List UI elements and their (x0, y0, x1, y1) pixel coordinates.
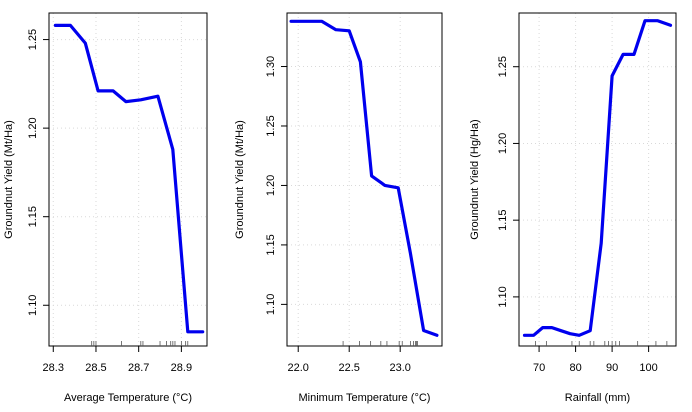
x-tick-label: 28.7 (128, 362, 149, 374)
x-axis-label: Minimum Temperature (°C) (299, 392, 431, 404)
y-tick-label: 1.20 (265, 175, 277, 196)
x-axis-label: Average Temperature (°C) (64, 392, 192, 404)
y-tick-label: 1.10 (265, 294, 277, 315)
y-tick-label: 1.10 (27, 295, 39, 316)
y-tick-label: 1.20 (497, 133, 509, 154)
y-axis-label: Groundnut Yield (Hg/Ha) (469, 119, 481, 239)
panel-3: 70 80 90 100 1.10 1.15 1.20 1.25 Rainfall (mm) Gr… (469, 12, 677, 404)
x-tick-label: 100 (639, 362, 657, 374)
y-tick-label: 1.15 (265, 234, 277, 255)
plot-frame (518, 12, 677, 347)
x-tick-label: 70 (533, 362, 545, 374)
y-tick-label: 1.25 (265, 115, 277, 136)
y-axis-label: Groundnut Yield (Mt/Ha) (3, 120, 15, 239)
panel-1: 28.3 28.5 28.7 28.9 1.10 1.15 1.20 1.25 Average … (3, 12, 208, 404)
plot-frame (48, 12, 208, 347)
x-tick-label: 22.5 (338, 362, 359, 374)
y-tick-label: 1.25 (497, 56, 509, 77)
x-axis-label: Rainfall (mm) (565, 392, 630, 404)
series-line (289, 19, 439, 337)
y-tick-label: 1.30 (265, 56, 277, 77)
y-tick-label: 1.10 (497, 286, 509, 307)
x-tick-label: 90 (606, 362, 618, 374)
y-tick-label: 1.15 (497, 209, 509, 230)
panel-2: 22.0 22.5 23.0 1.10 1.15 1.20 1.25 1.30 Minimum … (234, 12, 443, 404)
y-axis-label: Groundnut Yield (Mt/Ha) (234, 120, 246, 239)
x-tick-label: 28.3 (43, 362, 64, 374)
x-tick-label: 28.5 (85, 362, 106, 374)
series-line (53, 23, 205, 334)
x-tick-label: 22.0 (288, 362, 309, 374)
plot-frame (286, 12, 443, 347)
y-tick-label: 1.15 (27, 206, 39, 227)
y-tick-label: 1.25 (27, 29, 39, 50)
x-tick-label: 80 (569, 362, 581, 374)
x-tick-label: 28.9 (171, 362, 192, 374)
x-tick-label: 23.0 (389, 362, 410, 374)
y-tick-label: 1.20 (27, 117, 39, 138)
